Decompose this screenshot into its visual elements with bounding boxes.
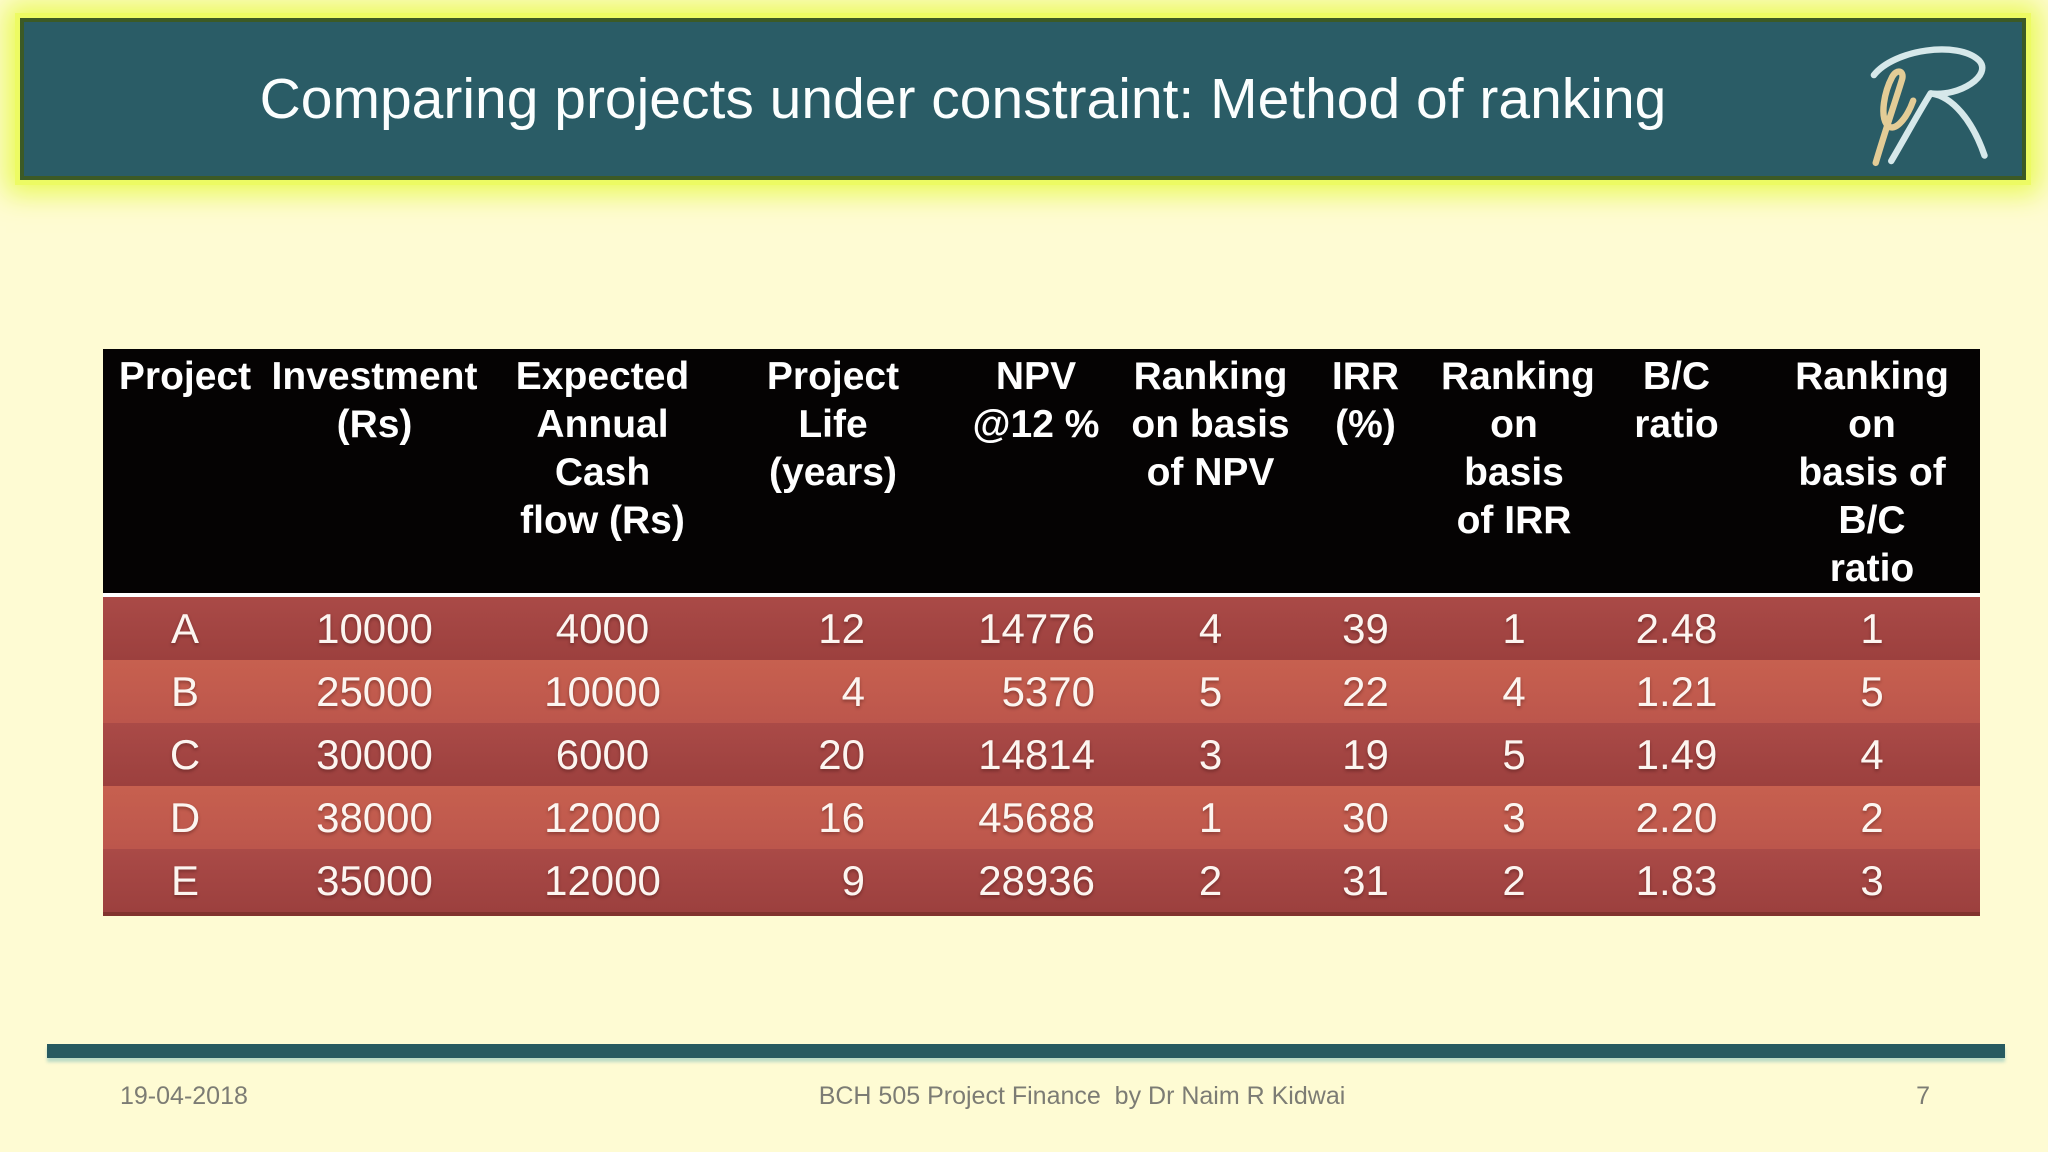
footer-date: 19-04-2018 (120, 1082, 248, 1110)
table-cell: 4 (1439, 660, 1589, 723)
table-cell: 12 (723, 595, 943, 660)
table-cell: 16 (723, 786, 943, 849)
table-cell: 5 (1129, 660, 1292, 723)
table-cell: B (103, 660, 267, 723)
table-cell: 2 (1764, 786, 1980, 849)
table-cell: 2 (1129, 849, 1292, 916)
table-cell: 3 (1764, 849, 1980, 916)
table-cell: 35000 (267, 849, 482, 916)
table-cell: 30000 (267, 723, 482, 786)
table-cell: 3 (1129, 723, 1292, 786)
footer-page-number: 7 (1916, 1082, 1930, 1110)
table-cell: 39 (1292, 595, 1439, 660)
header-cell-investment: Investment (Rs) (267, 349, 482, 597)
table-cell: C (103, 723, 267, 786)
table-row-a: A 10000 4000 12 14776 4 39 1 2.48 1 (103, 595, 1980, 660)
vr-logo-r-stroke (1870, 46, 1988, 159)
table-cell: 4000 (482, 595, 723, 660)
table-cell: 10000 (267, 595, 482, 660)
table-cell: 20 (723, 723, 943, 786)
table-cell: 14776 (943, 595, 1129, 660)
header-cell-cashflow: Expected Annual Cash flow (Rs) (482, 349, 723, 597)
table-row-c: C 30000 6000 20 14814 3 19 5 1.49 4 (103, 723, 1980, 786)
table-cell: 10000 (482, 660, 723, 723)
table-cell: 4 (1129, 595, 1292, 660)
table-cell: 3 (1439, 786, 1589, 849)
table-cell: A (103, 595, 267, 660)
table-cell: 1.49 (1589, 723, 1764, 786)
footer: 19-04-2018 BCH 505 Project Finance by Dr… (0, 1082, 2048, 1111)
slide-title: Comparing projects under constraint: Met… (259, 67, 1667, 131)
table-cell: 14814 (943, 723, 1129, 786)
table-cell: 2.20 (1589, 786, 1764, 849)
header-cell-irr: IRR (%) (1292, 349, 1439, 597)
table-cell: 6000 (482, 723, 723, 786)
title-bar: Comparing projects under constraint: Met… (20, 18, 2026, 180)
table-cell: 25000 (267, 660, 482, 723)
table-cell: 19 (1292, 723, 1439, 786)
table-cell: 4 (723, 660, 943, 723)
table-cell: 30 (1292, 786, 1439, 849)
vr-logo-r-leg-stroke (1888, 90, 1934, 165)
table-cell: 45688 (943, 786, 1129, 849)
footer-divider (47, 1044, 2005, 1058)
table-cell: 1 (1439, 595, 1589, 660)
table-cell: 1 (1129, 786, 1292, 849)
table-cell: 2.48 (1589, 595, 1764, 660)
header-cell-rank-irr: Ranking on basis of IRR (1439, 349, 1595, 597)
table-cell: 22 (1292, 660, 1439, 723)
table-cell: 1.83 (1589, 849, 1764, 916)
table-cell: 5 (1764, 660, 1980, 723)
table-cell: 38000 (267, 786, 482, 849)
table-row-e: E 35000 12000 9 28936 2 31 2 1.83 3 (103, 849, 1980, 916)
table-cell: 9 (723, 849, 943, 916)
table-row-b: B 25000 10000 4 5370 5 22 4 1.21 5 (103, 660, 1980, 723)
header-cell-rank-npv: Ranking on basis of NPV (1129, 349, 1292, 597)
header-cell-rank-bc: Ranking on basis of B/C ratio (1764, 349, 1980, 597)
table-cell: 5 (1439, 723, 1589, 786)
table-cell: 1.21 (1589, 660, 1764, 723)
header-cell-life: Project Life (years) (723, 349, 943, 597)
vr-signature-icon (1870, 46, 1988, 167)
table-cell: E (103, 849, 267, 916)
table-cell: 28936 (943, 849, 1129, 916)
table-cell: 1 (1764, 595, 1980, 660)
table-row-d: D 38000 12000 16 45688 1 30 3 2.20 2 (103, 786, 1980, 849)
table-cell: 5370 (943, 660, 1129, 723)
vr-logo-n-stroke (1872, 68, 1917, 167)
header-row: Project Investment (Rs) Expected Annual … (103, 349, 1980, 597)
table-cell: 12000 (482, 849, 723, 916)
header-cell-project: Project (103, 349, 267, 597)
footer-credit: BCH 505 Project Finance by Dr Naim R Kid… (818, 1082, 1346, 1110)
table-cell: 2 (1439, 849, 1589, 916)
projects-table: Project Investment (Rs) Expected Annual … (103, 349, 1980, 916)
header-cell-bc-ratio: B/C ratio (1589, 349, 1764, 597)
table-cell: D (103, 786, 267, 849)
table-cell: 4 (1764, 723, 1980, 786)
table-cell: 12000 (482, 786, 723, 849)
table-cell: 31 (1292, 849, 1439, 916)
header-cell-npv: NPV @12 % (943, 349, 1129, 597)
